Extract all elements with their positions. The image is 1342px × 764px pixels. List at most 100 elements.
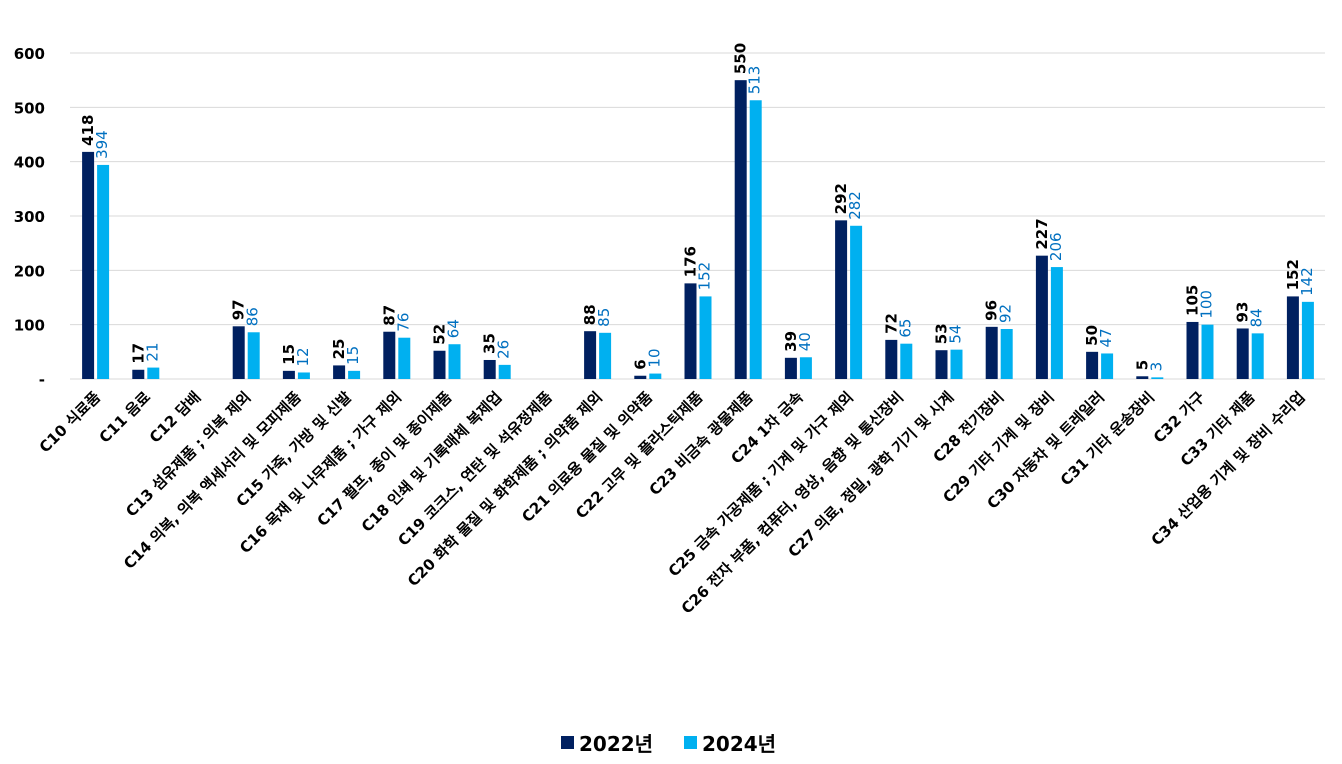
data-label: 84 bbox=[1248, 308, 1266, 327]
bar-2022년-C21 bbox=[634, 375, 647, 379]
y-tick-label: 400 bbox=[14, 154, 45, 172]
bar-2022년-C13 bbox=[232, 326, 245, 379]
data-label: 418 bbox=[79, 115, 97, 146]
data-label: 86 bbox=[244, 307, 262, 326]
data-label: 5 bbox=[1133, 360, 1151, 370]
y-tick-label: 300 bbox=[14, 208, 45, 226]
bar-2024년-C11 bbox=[147, 367, 160, 379]
legend-label-2024: 2024년 bbox=[702, 732, 776, 756]
bar-2022년-C17 bbox=[433, 350, 446, 379]
data-label: 25 bbox=[330, 339, 348, 360]
data-label: 50 bbox=[1083, 325, 1101, 346]
data-label: 176 bbox=[682, 246, 700, 277]
data-label: 142 bbox=[1298, 267, 1316, 296]
bar-2024년-C21 bbox=[649, 373, 662, 379]
bar-2024년-C28 bbox=[1000, 329, 1013, 379]
data-label: 227 bbox=[1033, 218, 1051, 249]
data-label: 72 bbox=[882, 313, 900, 334]
bar-2022년-C33 bbox=[1236, 328, 1249, 379]
data-label: 26 bbox=[495, 340, 513, 359]
data-label: 65 bbox=[896, 319, 914, 338]
bar-2022년-C14 bbox=[282, 370, 295, 379]
bar-2022년-C28 bbox=[985, 326, 998, 379]
data-label: 152 bbox=[696, 262, 714, 291]
legend-label-2022: 2022년 bbox=[579, 732, 653, 756]
data-label: 100 bbox=[1198, 290, 1216, 319]
legend: 2022년 2024년 bbox=[561, 732, 776, 756]
x-tick-label: C11 음료 bbox=[96, 388, 155, 447]
data-label: 88 bbox=[581, 304, 599, 325]
bar-2024년-C34 bbox=[1301, 301, 1314, 379]
data-label: 152 bbox=[1284, 259, 1302, 290]
bar-2024년-C14 bbox=[297, 372, 310, 379]
bar-2022년-C34 bbox=[1286, 296, 1299, 379]
bar-2022년-C30 bbox=[1086, 351, 1099, 379]
x-tick-label: C14 의복, 의복 액세서리 및 모피제품 bbox=[120, 388, 305, 573]
bar-2022년-C22 bbox=[684, 283, 697, 379]
y-axis: - 100 200 300 400 500 600 bbox=[14, 45, 45, 389]
gridlines bbox=[70, 52, 1325, 380]
data-label: 40 bbox=[796, 332, 814, 351]
bar-2024년-C33 bbox=[1251, 333, 1264, 379]
bar-2024년-C17 bbox=[448, 344, 461, 379]
bar-2022년-C26 bbox=[885, 339, 898, 379]
data-label: 15 bbox=[344, 346, 362, 365]
bar-2022년-C20 bbox=[584, 331, 597, 379]
data-label: 15 bbox=[280, 344, 298, 365]
data-label: 87 bbox=[380, 305, 398, 326]
data-label: 92 bbox=[997, 304, 1015, 323]
data-label: 292 bbox=[832, 183, 850, 214]
legend-swatch-2022 bbox=[561, 736, 574, 749]
data-label: 97 bbox=[230, 299, 248, 320]
bar-2022년-C11 bbox=[132, 369, 145, 379]
bar-2022년-C32 bbox=[1186, 321, 1199, 379]
bar-2024년-C15 bbox=[348, 370, 361, 379]
data-label: 93 bbox=[1234, 302, 1252, 323]
bar-2024년-C23 bbox=[749, 100, 762, 380]
bar-2024년-C20 bbox=[599, 332, 612, 379]
data-label: 85 bbox=[595, 308, 613, 327]
data-label: 206 bbox=[1047, 232, 1065, 261]
x-tick-label: C10 식료품 bbox=[36, 388, 104, 456]
bar-2024년-C10 bbox=[97, 164, 110, 379]
bar-2022년-C27 bbox=[935, 350, 948, 379]
data-label: 39 bbox=[782, 331, 800, 352]
bar-2024년-C13 bbox=[247, 332, 260, 379]
y-tick-label: 100 bbox=[14, 317, 45, 335]
bar-2024년-C32 bbox=[1201, 324, 1214, 379]
data-label: 52 bbox=[431, 324, 449, 345]
data-label: 35 bbox=[481, 333, 499, 354]
bar-2022년-C10 bbox=[82, 151, 95, 379]
y-tick-label: 200 bbox=[14, 262, 45, 280]
data-label: 12 bbox=[294, 347, 312, 366]
legend-swatch-2024 bbox=[684, 736, 697, 749]
bar-2024년-C18 bbox=[498, 364, 511, 379]
bar-2024년-C29 bbox=[1050, 267, 1063, 379]
data-label: 513 bbox=[746, 66, 764, 95]
data-label: 3 bbox=[1147, 362, 1165, 372]
bar-2022년-C15 bbox=[333, 365, 346, 379]
bar-2024년-C31 bbox=[1151, 377, 1164, 379]
x-tick-label: C31 기타 운송장비 bbox=[1057, 388, 1158, 489]
data-label: 10 bbox=[645, 348, 663, 367]
y-tick-label: 500 bbox=[14, 99, 45, 117]
data-label: 47 bbox=[1097, 328, 1115, 347]
data-label: 21 bbox=[143, 342, 161, 361]
bar-2022년-C16 bbox=[383, 331, 396, 379]
bar-2024년-C24 bbox=[799, 357, 812, 379]
bar-2022년-C29 bbox=[1035, 255, 1048, 379]
bars bbox=[82, 80, 1314, 380]
data-label: 550 bbox=[732, 43, 750, 74]
bar-2024년-C26 bbox=[900, 343, 913, 379]
x-tick-label: C25 금속 가공제품 ; 기계 및 가구 제외 bbox=[665, 388, 857, 580]
bar-2022년-C18 bbox=[483, 359, 496, 379]
bar-2024년-C27 bbox=[950, 349, 963, 379]
data-label: 64 bbox=[445, 319, 463, 338]
data-label: 54 bbox=[947, 325, 965, 344]
data-label: 6 bbox=[631, 359, 649, 369]
data-label: 394 bbox=[93, 130, 111, 159]
y-tick-label: 600 bbox=[14, 45, 45, 63]
